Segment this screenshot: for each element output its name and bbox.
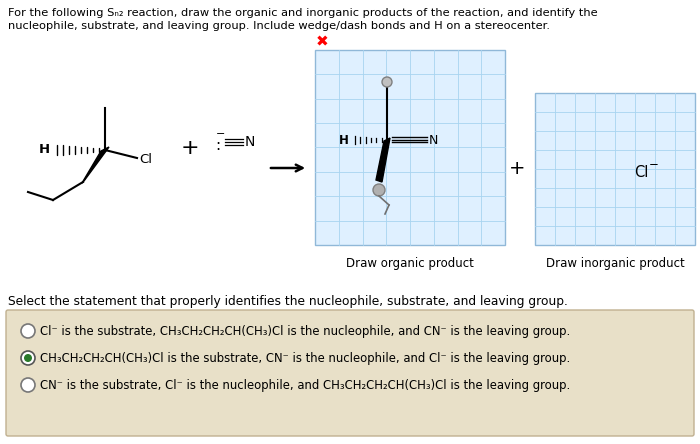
- Bar: [535, 93, 695, 245]
- Text: CN⁻ is the substrate, Cl⁻ is the nucleophile, and CH₃CH₂CH₂CH(CH₃)Cl is the leav: CN⁻ is the substrate, Cl⁻ is the nucleop…: [40, 378, 570, 392]
- Text: N: N: [429, 134, 438, 147]
- Polygon shape: [376, 138, 390, 182]
- Circle shape: [21, 324, 35, 338]
- Text: −: −: [649, 158, 659, 170]
- Text: Select the statement that properly identifies the nucleophile, substrate, and le: Select the statement that properly ident…: [8, 295, 568, 308]
- Circle shape: [24, 354, 32, 362]
- Text: +: +: [181, 138, 199, 158]
- Text: N: N: [245, 135, 255, 149]
- Text: Cl: Cl: [634, 165, 649, 179]
- Text: Cl: Cl: [139, 152, 152, 166]
- Circle shape: [382, 77, 392, 87]
- Text: H: H: [39, 143, 50, 155]
- Circle shape: [21, 378, 35, 392]
- Circle shape: [373, 184, 385, 196]
- Text: ✖: ✖: [316, 34, 329, 49]
- Text: Draw organic product: Draw organic product: [346, 257, 474, 270]
- Text: For the following Sₙ₂ reaction, draw the organic and inorganic products of the r: For the following Sₙ₂ reaction, draw the…: [8, 8, 598, 18]
- Text: :: :: [215, 138, 220, 152]
- Polygon shape: [82, 147, 109, 183]
- FancyBboxPatch shape: [6, 310, 694, 436]
- Bar: [315, 50, 505, 245]
- Text: nucleophile, substrate, and leaving group. Include wedge/dash bonds and H on a s: nucleophile, substrate, and leaving grou…: [8, 21, 550, 31]
- Circle shape: [21, 351, 35, 365]
- Text: −: −: [216, 129, 225, 139]
- Text: +: +: [509, 159, 525, 178]
- Text: Draw inorganic product: Draw inorganic product: [545, 257, 685, 270]
- Text: Cl⁻ is the substrate, CH₃CH₂CH₂CH(CH₃)Cl is the nucleophile, and CN⁻ is the leav: Cl⁻ is the substrate, CH₃CH₂CH₂CH(CH₃)Cl…: [40, 325, 570, 337]
- Text: H: H: [339, 134, 349, 147]
- Text: CH₃CH₂CH₂CH(CH₃)Cl is the substrate, CN⁻ is the nucleophile, and Cl⁻ is the leav: CH₃CH₂CH₂CH(CH₃)Cl is the substrate, CN⁻…: [40, 352, 570, 365]
